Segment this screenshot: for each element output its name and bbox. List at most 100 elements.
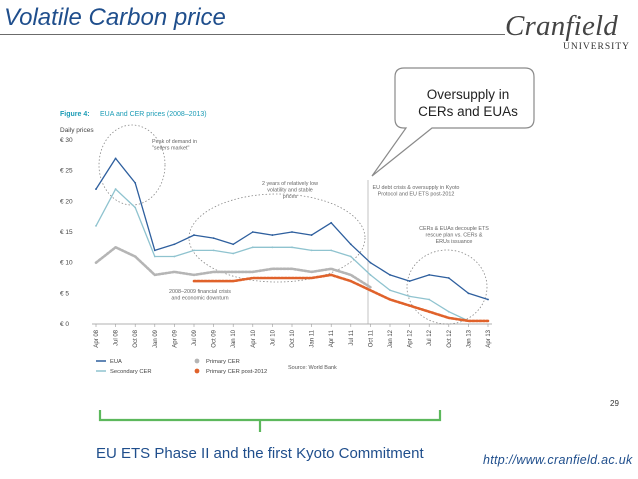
primary-cer-post-2012-line-point	[467, 320, 470, 322]
x-tick-label: Oct 08	[133, 329, 139, 347]
eua-line-point	[447, 277, 450, 279]
x-tick-labels: Apr 08 Jul 08 Oct 08 Jan 09 Apr 09 Jul 09 Oct …	[94, 324, 492, 348]
legend-label: Primary CER	[206, 359, 240, 365]
primary-cer-line-point	[212, 270, 215, 273]
primary-cer-line-point	[251, 270, 254, 273]
chart-title: EUA and CER prices (2008–2013)	[100, 111, 207, 118]
primary-cer-post-2012-line-point	[389, 298, 391, 301]
cranfield-logo-subtext: UNIVERSITY	[563, 42, 630, 52]
primary-cer-line-point	[173, 270, 176, 273]
eua-line-point	[369, 261, 372, 264]
eua-line-point	[251, 231, 254, 233]
y-tick-label: € 10	[60, 260, 73, 267]
x-tick-label: Apr 09	[172, 329, 178, 347]
primary-cer-post-2012-line-point	[408, 304, 411, 307]
figure-label: Figure 4:	[60, 111, 90, 118]
eua-line-point	[193, 234, 195, 236]
ellipse-stable-prices	[188, 193, 366, 283]
x-tick-label: Apr 11	[329, 329, 335, 347]
secondary-cer-line-point	[232, 252, 235, 255]
primary-cer-line-point	[271, 267, 274, 270]
eua-line-point	[310, 234, 313, 236]
annotation-text: Peak of demand in "sellers market"	[152, 139, 197, 152]
legend-swatch	[194, 358, 200, 364]
primary-cer-line-point	[114, 246, 117, 249]
x-tick-label: Apr 08	[94, 329, 100, 347]
callout-shape	[371, 67, 535, 177]
x-tick-label: Apr 10	[251, 329, 257, 347]
primary-cer-post-2012-line-point	[271, 277, 274, 279]
primary-cer-line-point	[369, 286, 372, 289]
x-tick-label: Apr 13	[486, 329, 492, 347]
secondary-cer-line-point	[291, 246, 293, 249]
x-tick-label: Jul 12	[427, 329, 433, 346]
y-tick-label: € 30	[60, 137, 73, 144]
ellipse-peak-demand	[98, 124, 166, 206]
x-tick-label: Jul 09	[192, 329, 198, 346]
price-chart: Figure 4: EUA and CER prices (2008–2013)…	[60, 111, 492, 375]
x-tick-label: Jan 10	[231, 329, 237, 348]
eua-line-point	[212, 237, 215, 240]
secondary-cer-line-point	[389, 289, 391, 292]
secondary-cer-line-point	[349, 255, 352, 258]
primary-cer-post-2012-line-point	[251, 277, 254, 279]
primary-cer-line-point	[291, 267, 293, 270]
primary-cer-post-2012-line-point	[310, 277, 313, 279]
annotation-text: CERs & EUAs decouple ETS rescue plan vs. …	[419, 226, 489, 245]
x-tick-label: Jul 10	[270, 329, 276, 346]
eua-line-point	[428, 274, 431, 276]
primary-cer-line-point	[95, 261, 97, 264]
y-tick-label: € 25	[60, 168, 73, 175]
primary-cer-post-2012-line-point	[487, 320, 489, 322]
legend-swatch	[194, 368, 200, 374]
eua-line-point	[467, 292, 470, 295]
ellipse-decouple	[406, 249, 488, 325]
primary-cer-post-2012-line-point	[369, 289, 372, 292]
secondary-cer-line-point	[114, 188, 117, 190]
website-url: http://www.cranfield.ac.uk	[483, 453, 633, 467]
secondary-cer-line-point	[193, 249, 195, 252]
secondary-cer-line-point	[310, 249, 313, 252]
primary-cer-post-2012-line-point	[291, 277, 293, 279]
page-number: 29	[610, 399, 619, 408]
eua-line-point	[291, 231, 293, 233]
eua-line-point	[134, 182, 137, 184]
phase-caption: EU ETS Phase II and the first Kyoto Comm…	[96, 445, 424, 462]
eua-line-point	[232, 243, 235, 246]
y-tick-labels: € 0 € 5 € 10 € 15 € 20 € 25 € 30	[60, 137, 73, 328]
x-tick-label: Apr 12	[408, 329, 414, 347]
secondary-cer-line-point	[447, 310, 450, 313]
primary-cer-line-point	[193, 274, 195, 276]
primary-cer-line-point	[232, 270, 235, 273]
primary-cer-line-point	[349, 274, 352, 276]
title-divider	[0, 34, 505, 35]
secondary-cer-line-point	[95, 224, 97, 227]
secondary-cer-line-point	[173, 255, 176, 258]
x-tick-label: Oct 09	[212, 329, 218, 347]
timespan-brace	[98, 410, 442, 432]
primary-cer-post-2012-line-point	[330, 274, 333, 276]
chart-legend: EUA Secondary CER Primary CER Primary CER p…	[96, 358, 267, 375]
eua-line-point	[389, 274, 391, 276]
x-tick-label: Oct 11	[368, 329, 374, 347]
x-tick-label: Jan 13	[466, 329, 472, 348]
primary-cer-post-2012-line-point	[349, 280, 352, 282]
y-axis-label: Daily prices	[60, 127, 94, 134]
eua-line-point	[114, 157, 117, 160]
primary-cer-line-point	[153, 274, 156, 276]
source-note: Source: World Bank	[288, 365, 337, 371]
secondary-cer-line-point	[408, 295, 411, 298]
primary-cer-line-point	[330, 267, 333, 270]
legend-label: EUA	[110, 359, 122, 365]
x-tick-label: Oct 12	[447, 329, 453, 347]
callout-line-2: CERs and EUAs	[418, 104, 518, 119]
primary-cer-post-2012-line-point	[212, 280, 215, 282]
secondary-cer-line-point	[212, 249, 215, 252]
eua-line-point	[173, 243, 176, 246]
callout-line-1: Oversupply in	[426, 87, 510, 102]
secondary-cer-line-point	[153, 255, 156, 258]
eua-line-point	[408, 280, 411, 282]
x-tick-label: Jan 12	[388, 329, 394, 348]
legend-label: Secondary CER	[110, 369, 152, 375]
primary-cer-post-2012-line-point	[232, 280, 235, 282]
